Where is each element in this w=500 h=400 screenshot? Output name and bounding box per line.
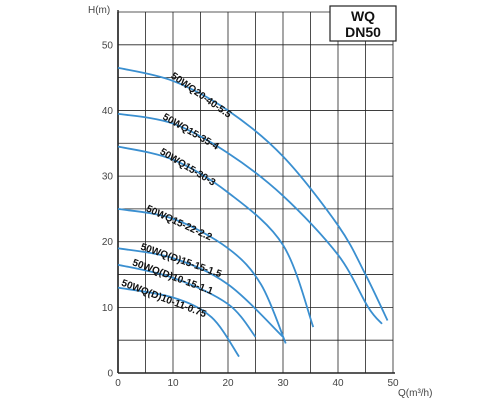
pump-curve-50WQ(D)10-15-1.1 <box>117 263 257 338</box>
pump-curve-50WQ20-40-5.5 <box>117 66 389 321</box>
curve-label: 50WQ15-35-4 <box>161 112 221 153</box>
y-axis-label: H(m) <box>88 5 110 16</box>
model-badge: WQ DN50 <box>329 5 397 42</box>
x-tick-label: 40 <box>332 378 344 389</box>
pump-curves <box>117 66 389 358</box>
model-badge-box <box>329 5 397 42</box>
curve-label: 50WQ15-30-3 <box>158 147 218 189</box>
model-badge-line-1: WQ <box>351 8 375 24</box>
y-tick-label: 50 <box>102 40 114 51</box>
x-tick-label: 0 <box>115 378 121 389</box>
pump-curve-50WQ15-35-4 <box>117 112 383 325</box>
x-tick-label: 20 <box>222 378 234 389</box>
y-tick-label: 30 <box>102 172 114 183</box>
grid <box>117 10 395 374</box>
model-badge-line-2: DN50 <box>345 24 381 40</box>
pump-curve-50WQ15-22-2.2 <box>117 208 287 344</box>
tick-labels: 0 10 20 30 40 50 0 10 20 30 40 50 <box>102 40 399 389</box>
y-tick-label: 10 <box>102 303 114 314</box>
y-tick-label: 0 <box>107 369 113 380</box>
x-axis-label: Q(m³/h) <box>398 388 432 399</box>
pump-curve-50WQ15-30-3 <box>117 145 315 328</box>
curve-label: 50WQ15-22-2.2 <box>144 204 214 244</box>
y-tick-label: 20 <box>102 237 114 248</box>
pump-curve-50WQ(D)10-11-0.75 <box>117 286 240 358</box>
x-tick-label: 10 <box>167 378 179 389</box>
pump-curve-50WQ(D)15-15-1.5 <box>117 247 284 338</box>
x-tick-label: 50 <box>387 378 399 389</box>
x-tick-label: 30 <box>277 378 289 389</box>
curve-label: 50WQ20-40-5.5 <box>169 71 234 121</box>
y-tick-label: 40 <box>102 106 114 117</box>
